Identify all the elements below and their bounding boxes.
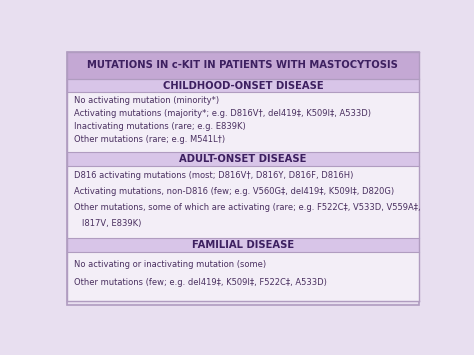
FancyBboxPatch shape [66, 79, 419, 92]
Text: Activating mutations, non-D816 (few; e.g. V560G‡, del419‡, K509I‡, D820G): Activating mutations, non-D816 (few; e.g… [74, 187, 394, 196]
FancyBboxPatch shape [66, 52, 419, 79]
Text: CHILDHOOD-ONSET DISEASE: CHILDHOOD-ONSET DISEASE [163, 81, 323, 91]
FancyBboxPatch shape [66, 52, 419, 305]
FancyBboxPatch shape [66, 238, 419, 252]
Text: Other mutations (few; e.g. del419‡, K509I‡, F522C‡, A533D): Other mutations (few; e.g. del419‡, K509… [74, 278, 327, 288]
FancyBboxPatch shape [66, 252, 419, 301]
Text: Inactivating mutations (rare; e.g. E839K): Inactivating mutations (rare; e.g. E839K… [74, 122, 246, 131]
FancyBboxPatch shape [66, 165, 419, 238]
Text: No activating mutation (minority*): No activating mutation (minority*) [74, 96, 219, 105]
Text: I817V, E839K): I817V, E839K) [74, 219, 141, 228]
Text: D816 activating mutations (most; D816V†, D816Y, D816F, D816H): D816 activating mutations (most; D816V†,… [74, 171, 353, 180]
Text: FAMILIAL DISEASE: FAMILIAL DISEASE [192, 240, 294, 250]
Text: MUTATIONS IN c-KIT IN PATIENTS WITH MASTOCYTOSIS: MUTATIONS IN c-KIT IN PATIENTS WITH MAST… [88, 60, 398, 70]
Text: Activating mutations (majority*; e.g. D816V†, del419‡, K509I‡, A533D): Activating mutations (majority*; e.g. D8… [74, 109, 371, 118]
Text: Other mutations (rare; e.g. M541L†): Other mutations (rare; e.g. M541L†) [74, 135, 225, 144]
Text: Other mutations, some of which are activating (rare; e.g. F522C‡, V533D, V559A‡,: Other mutations, some of which are activ… [74, 203, 420, 212]
FancyBboxPatch shape [66, 92, 419, 152]
Text: No activating or inactivating mutation (some): No activating or inactivating mutation (… [74, 260, 266, 268]
Text: ADULT-ONSET DISEASE: ADULT-ONSET DISEASE [179, 154, 307, 164]
FancyBboxPatch shape [66, 152, 419, 165]
